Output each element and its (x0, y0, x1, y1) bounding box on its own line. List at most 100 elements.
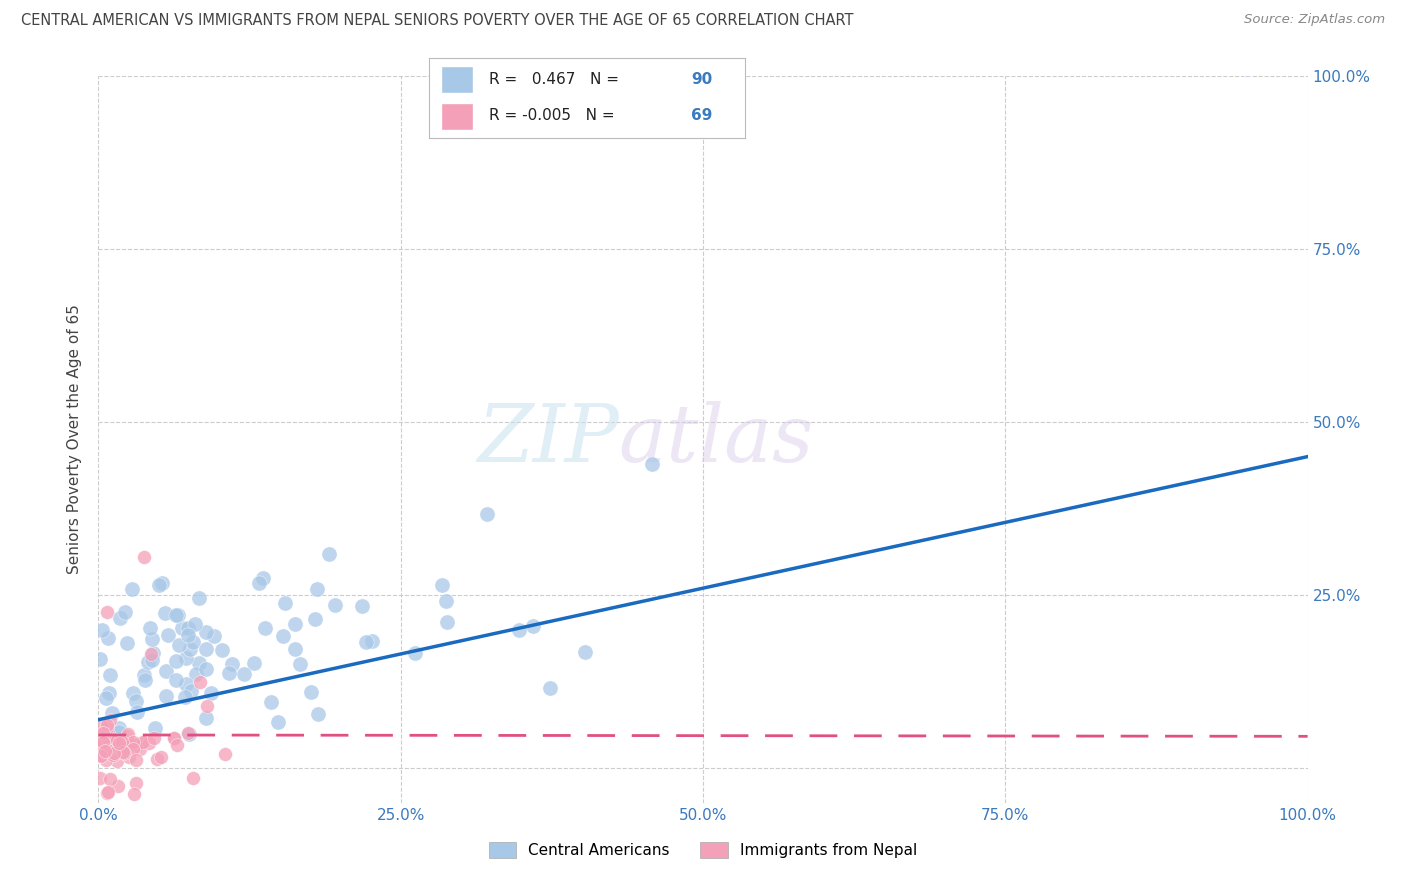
Point (89, 652, 111, 666)
Point (153, 606, 176, 620)
Point (254, 621, 277, 635)
Point (156, 627, 179, 641)
Point (352, 599, 374, 613)
Point (108, 611, 131, 625)
Point (117, 636, 139, 650)
Point (179, 641, 201, 656)
Point (252, 571, 274, 585)
Point (94, 744, 117, 758)
Point (93, 726, 115, 740)
Point (125, 694, 148, 708)
Point (90, 749, 112, 764)
Point (318, 547, 340, 561)
Point (103, 746, 125, 760)
Point (89, 741, 111, 756)
Point (155, 665, 177, 679)
Point (247, 576, 270, 591)
Point (96, 606, 118, 620)
Point (124, 787, 146, 801)
Point (163, 731, 186, 745)
Point (184, 617, 207, 632)
Point (122, 734, 145, 748)
Point (194, 662, 217, 676)
Point (354, 635, 377, 649)
Point (361, 634, 384, 648)
Point (125, 776, 148, 790)
Point (101, 706, 124, 721)
Point (118, 749, 141, 764)
Point (89, 745, 111, 759)
Point (136, 655, 159, 669)
Point (174, 677, 197, 691)
Point (221, 657, 243, 672)
Point (115, 729, 138, 743)
Point (146, 752, 169, 766)
Point (91, 623, 114, 637)
Point (101, 733, 124, 747)
Point (96, 721, 118, 735)
Point (98, 686, 121, 700)
Point (177, 628, 200, 642)
Point (195, 698, 218, 713)
Point (114, 605, 136, 619)
Point (141, 653, 163, 667)
Point (139, 647, 162, 661)
Point (129, 742, 152, 756)
Point (98, 713, 121, 727)
Point (167, 638, 190, 652)
Point (98, 772, 121, 786)
Point (430, 578, 453, 592)
Point (142, 731, 165, 745)
Point (641, 457, 664, 471)
Point (111, 735, 134, 749)
Point (508, 623, 530, 637)
Text: R =   0.467   N =: R = 0.467 N = (489, 72, 624, 87)
Point (127, 705, 149, 719)
Point (96, 691, 118, 706)
Point (90, 719, 112, 733)
Point (260, 695, 283, 709)
Point (202, 629, 225, 643)
Point (180, 684, 202, 698)
Point (97, 631, 120, 645)
Point (96, 731, 118, 745)
Point (139, 621, 162, 635)
Point (177, 725, 200, 739)
Point (267, 715, 290, 730)
Point (165, 654, 187, 668)
Point (150, 749, 173, 764)
Point (91, 745, 114, 759)
Point (117, 727, 139, 741)
Point (165, 673, 187, 687)
Point (284, 641, 307, 656)
Point (115, 741, 138, 756)
Point (218, 665, 240, 680)
Point (436, 615, 458, 629)
Point (98, 668, 121, 682)
Point (181, 771, 204, 785)
Point (108, 736, 131, 750)
Point (122, 686, 145, 700)
Point (108, 722, 131, 736)
Point (305, 582, 328, 596)
Legend: Central Americans, Immigrants from Nepal: Central Americans, Immigrants from Nepal (482, 836, 924, 864)
Point (538, 681, 561, 696)
Point (132, 549, 155, 564)
Point (132, 668, 155, 682)
FancyBboxPatch shape (441, 103, 472, 130)
Text: R = -0.005   N =: R = -0.005 N = (489, 108, 620, 123)
Point (1236, 62, 1258, 76)
Point (125, 753, 148, 767)
Point (90, 737, 112, 751)
Point (243, 656, 266, 670)
Point (89, 741, 111, 756)
Point (323, 599, 346, 613)
Point (89, 729, 111, 743)
Point (283, 617, 305, 632)
Point (173, 690, 195, 704)
Point (112, 746, 135, 760)
Point (98, 728, 121, 742)
Point (127, 738, 149, 752)
Point (288, 657, 311, 672)
Point (148, 578, 170, 592)
